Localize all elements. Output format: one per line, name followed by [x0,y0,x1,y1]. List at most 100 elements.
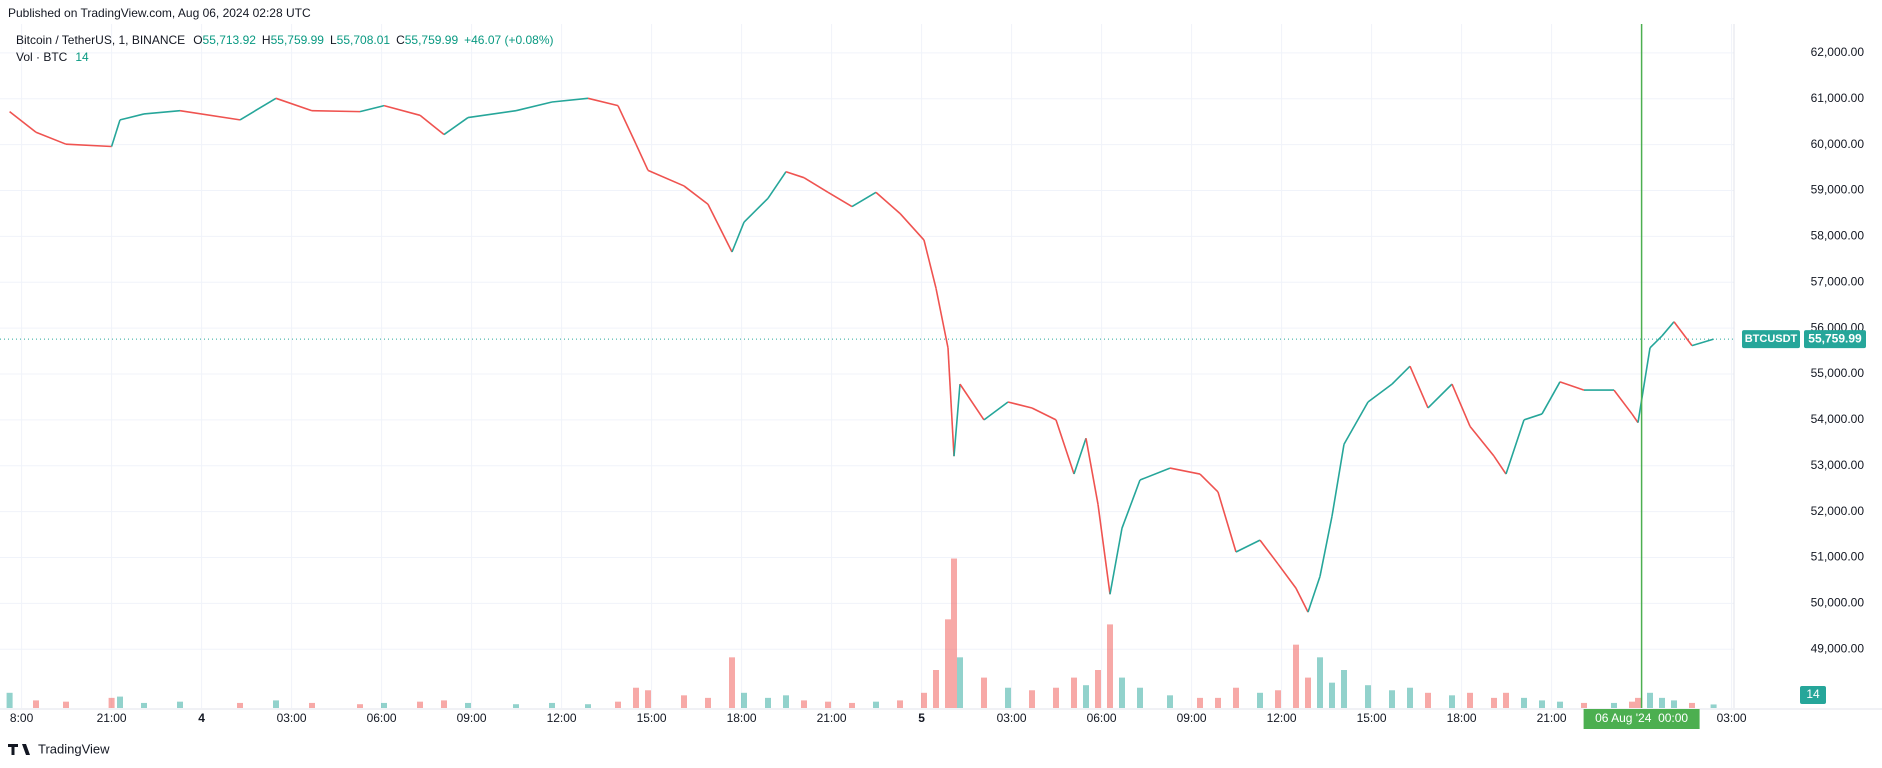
volume-bar [585,704,591,708]
volume-bar [741,692,747,708]
price-segment [1169,467,1201,475]
price-segment [1367,383,1393,403]
volume-bar [1053,687,1059,708]
price-segment [383,104,421,117]
y-tick-label: 60,000.00 [1811,137,1865,151]
x-tick-label: 15:00 [637,711,667,725]
price-segment [923,239,937,289]
volume-bar [1071,677,1077,708]
price-segment [617,105,637,145]
x-tick-label: 03:00 [997,711,1027,725]
x-tick-label: 4 [198,711,205,725]
price-segment [1409,365,1429,409]
y-tick-label: 58,000.00 [1811,229,1865,243]
volume-bar [1233,687,1239,708]
volume-bar [1407,687,1413,708]
volume-bar [1107,624,1113,708]
price-segment [1007,401,1033,409]
x-tick-label: 09:00 [1177,711,1207,725]
volume-bar [1503,692,1509,708]
price-segment [1649,335,1663,349]
symbol-name: Bitcoin / TetherUS, 1, BINANCE [16,33,185,47]
volume-name: Vol · BTC [16,50,68,64]
volume-bar [273,700,279,708]
volume-bar [1491,697,1497,708]
price-segment [1199,473,1219,493]
volume-bar [1521,697,1527,708]
volume-bar [1671,700,1677,708]
price-segment [35,131,67,145]
volume-bar [1365,685,1371,708]
volume-bar [1029,690,1035,708]
price-segment [179,109,241,121]
x-tick-label: 21:00 [817,711,847,725]
volume-bar [1005,687,1011,708]
price-segment [827,191,853,208]
price-segment [467,109,517,119]
brand-logo [8,744,30,755]
ohlc-value: 55,708.01 [337,33,391,47]
volume-bar [381,702,387,708]
y-tick-label: 55,000.00 [1811,366,1865,380]
x-tick-label: 21:00 [97,711,127,725]
volume-bar [957,657,963,708]
volume-bar [1467,692,1473,708]
volume-bar [1611,702,1617,708]
price-segment [1493,455,1507,475]
price-segment [1319,516,1333,577]
price-segment [1559,381,1585,391]
x-tick-label: 03:00 [277,711,307,725]
x-tick-label: 03:00 [1717,711,1747,725]
price-segment [683,185,709,205]
price-segment [947,347,955,457]
price-segment [1469,425,1495,457]
price-segment [143,109,181,115]
volume-bar [1539,700,1545,708]
price-segment [239,97,277,121]
volume-bar [729,657,735,708]
x-tick-label: 06:00 [367,711,397,725]
volume-bar [1425,692,1431,708]
volume-bar [1341,670,1347,708]
price-segment [359,104,385,113]
volume-bar [108,697,115,708]
volume-bar [177,701,183,708]
x-tick-label: 5 [918,711,925,725]
volume-bar [1389,690,1395,708]
price-segment [1505,419,1525,475]
volume-bar [1197,697,1203,708]
volume-bar [549,702,555,708]
volume-bar [765,697,771,708]
ohlc-label: C [396,33,405,47]
volume-bar [897,700,903,708]
x-tick-label: 12:00 [547,711,577,725]
volume-bar [981,677,987,708]
volume-bar [1659,697,1665,708]
volume-bar [1293,644,1299,708]
volume-bar [357,704,363,708]
price-segment [275,97,313,112]
x-tick-label: 8:00 [10,711,34,725]
volume-bar [705,697,711,708]
y-tick-label: 62,000.00 [1811,45,1865,59]
volume-bar [1305,677,1311,708]
price-segment [803,176,829,194]
volume-bar [801,700,807,708]
legend-symbol: Bitcoin / TetherUS, 1, BINANCE O55,713.92… [16,33,554,47]
y-tick-label: 52,000.00 [1811,504,1865,518]
price-segment [1427,383,1453,409]
volume-bar [873,701,879,708]
volume-bar [633,687,639,708]
volume-bar [1317,657,1323,708]
price-segment [1613,389,1633,415]
price-segment [1673,321,1693,347]
price-segment [1217,491,1237,553]
volume-bar [1119,677,1125,708]
y-tick-label: 54,000.00 [1811,412,1865,426]
price-segment [767,171,787,199]
volume-label-box [1800,686,1826,704]
ohlc-label: L [330,33,337,47]
price-segment [731,221,745,253]
volume-bar [1095,670,1101,708]
